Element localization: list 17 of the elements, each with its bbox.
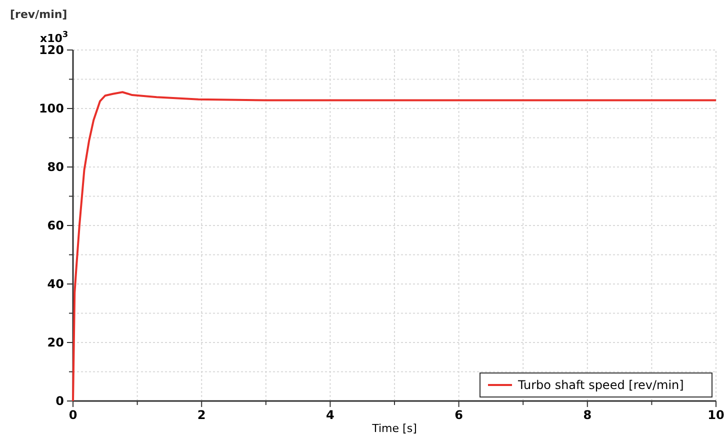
y-tick-label: 120: [38, 43, 64, 57]
y-tick-label: 80: [47, 160, 64, 174]
y-tick-label: 20: [47, 336, 64, 350]
y-tick-label: 40: [47, 277, 64, 291]
x-axis-title: Time [s]: [371, 422, 417, 435]
x-tick-label: 10: [708, 408, 724, 422]
x-tick-label: 8: [583, 408, 592, 422]
x-tick-label: 6: [454, 408, 463, 422]
y-axis-title: [rev/min]: [10, 8, 68, 21]
x-tick-label: 0: [68, 408, 78, 422]
x-tick-label: 4: [326, 408, 334, 422]
y-tick-label: 0: [56, 394, 64, 408]
text: x10$^{3}$: [40, 29, 68, 45]
y-tick-label: 60: [47, 218, 64, 232]
y-tick-label: 100: [38, 102, 64, 116]
x-tick-label: 2: [197, 408, 206, 422]
legend-label: Turbo shaft speed [rev/min]: [517, 378, 684, 392]
